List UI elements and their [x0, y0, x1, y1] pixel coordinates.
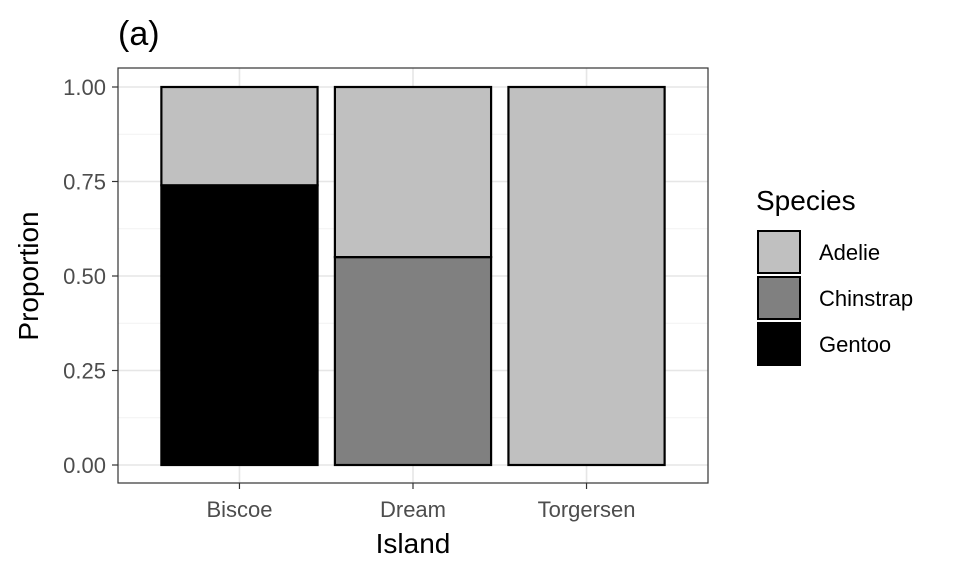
- x-tick-label: Dream: [380, 497, 446, 522]
- y-axis-title: Proportion: [13, 211, 44, 340]
- legend-title: Species: [756, 185, 856, 216]
- legend-key-adelie: [757, 230, 801, 274]
- axes: 0.00 0.25 0.50 0.75 1.00 Biscoe Dream Torgersen: [63, 75, 635, 522]
- legend-key-gentoo: [757, 322, 801, 366]
- legend-label-chinstrap: Chinstrap: [819, 286, 913, 311]
- bar-segment-chinstrap-dream: [333, 256, 493, 467]
- bar-segment-adelie-torgersen: [507, 85, 666, 467]
- bar-segment-adelie-biscoe: [160, 85, 319, 187]
- y-tick-label: 0.00: [63, 453, 106, 478]
- legend-key-chinstrap: [757, 276, 801, 320]
- y-tick-label: 0.75: [63, 170, 106, 195]
- bars: [160, 85, 666, 467]
- y-tick-label: 1.00: [63, 75, 106, 100]
- x-tick-label: Torgersen: [538, 497, 636, 522]
- legend-label-gentoo: Gentoo: [819, 332, 891, 357]
- bar-segment-adelie-dream: [333, 85, 493, 259]
- legend: Species Adelie Chinstrap Gentoo: [756, 185, 913, 366]
- y-tick-label: 0.25: [63, 359, 106, 384]
- x-tick-label: Biscoe: [206, 497, 272, 522]
- bar-segment-gentoo-biscoe: [160, 184, 319, 467]
- x-axis-title: Island: [376, 528, 451, 559]
- legend-label-adelie: Adelie: [819, 240, 880, 265]
- y-tick-label: 0.50: [63, 264, 106, 289]
- chart-title: (a): [118, 15, 160, 53]
